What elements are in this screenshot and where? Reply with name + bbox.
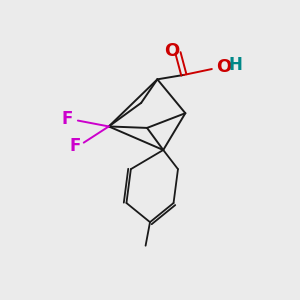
Text: O: O	[164, 42, 179, 60]
Text: H: H	[229, 56, 242, 74]
Text: O: O	[216, 58, 232, 76]
Text: F: F	[69, 137, 81, 155]
Text: F: F	[61, 110, 73, 128]
